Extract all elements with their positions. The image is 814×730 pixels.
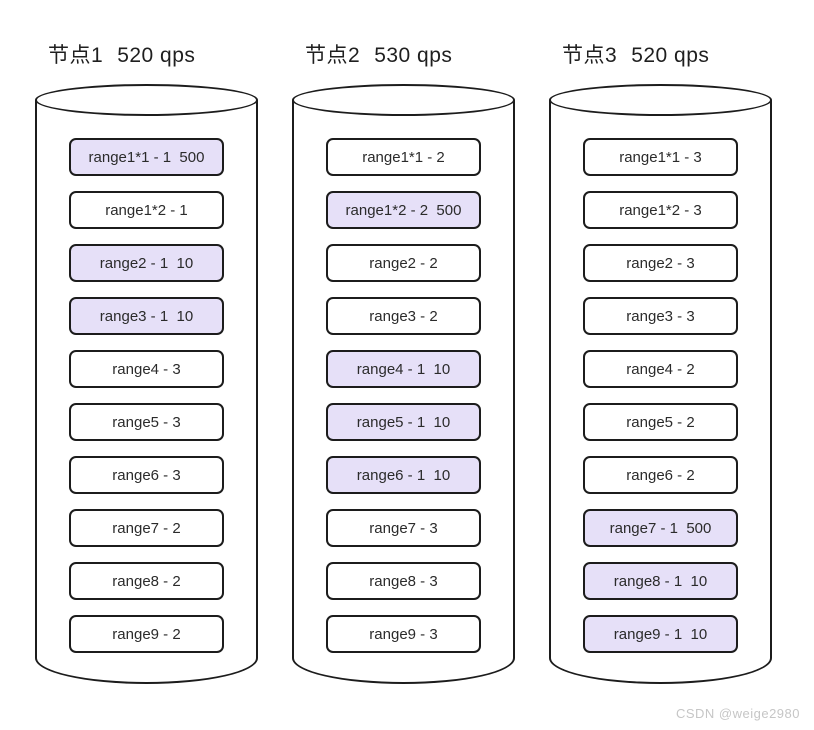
range-box: range1*1 - 1 500 bbox=[69, 138, 224, 176]
cylinder-top-ellipse bbox=[549, 84, 772, 116]
range-box: range9 - 2 bbox=[69, 615, 224, 653]
range-label: range3 - 2 bbox=[369, 307, 438, 325]
range-box: range2 - 1 10 bbox=[69, 244, 224, 282]
node-name: 节点3 bbox=[562, 44, 618, 67]
range-box: range1*2 - 3 bbox=[583, 191, 738, 229]
range-box: range3 - 2 bbox=[326, 297, 481, 335]
range-label: range4 - 3 bbox=[112, 360, 181, 378]
range-label: range4 - 2 bbox=[626, 360, 695, 378]
node-qps: 520 qps bbox=[117, 44, 196, 67]
range-label: range6 - 1 10 bbox=[356, 466, 451, 484]
range-box: range6 - 3 bbox=[69, 456, 224, 494]
range-box: range6 - 1 10 bbox=[326, 456, 481, 494]
range-list: range1*1 - 2 range1*2 - 2 500 range2 - 2… bbox=[294, 138, 513, 653]
range-label: range8 - 1 10 bbox=[613, 572, 708, 590]
node-cylinder: range1*1 - 2 range1*2 - 2 500 range2 - 2… bbox=[292, 84, 515, 684]
range-label: range9 - 2 bbox=[112, 625, 181, 643]
range-label: range5 - 3 bbox=[112, 413, 181, 431]
range-label: range8 - 2 bbox=[112, 572, 181, 590]
range-label: range2 - 1 10 bbox=[99, 254, 194, 272]
shard-node-3: 节点3 520 qps range1*1 - 3 range1*2 - 3 ra… bbox=[549, 43, 772, 684]
node-name: 节点2 bbox=[305, 44, 361, 67]
range-box: range4 - 3 bbox=[69, 350, 224, 388]
range-box: range1*1 - 3 bbox=[583, 138, 738, 176]
range-box: range6 - 2 bbox=[583, 456, 738, 494]
range-box: range5 - 3 bbox=[69, 403, 224, 441]
range-label: range4 - 1 10 bbox=[356, 360, 451, 378]
range-list: range1*1 - 1 500 range1*2 - 1 range2 - 1… bbox=[37, 138, 256, 653]
range-label: range7 - 2 bbox=[112, 519, 181, 537]
range-box: range7 - 2 bbox=[69, 509, 224, 547]
range-label: range1*1 - 2 bbox=[362, 148, 445, 166]
range-label: range6 - 2 bbox=[626, 466, 695, 484]
node-columns: 节点1 520 qps range1*1 - 1 500 range1*2 - … bbox=[35, 43, 772, 684]
range-box: range1*1 - 2 bbox=[326, 138, 481, 176]
range-box: range9 - 3 bbox=[326, 615, 481, 653]
range-box: range1*2 - 2 500 bbox=[326, 191, 481, 229]
range-box: range8 - 1 10 bbox=[583, 562, 738, 600]
range-box: range7 - 3 bbox=[326, 509, 481, 547]
range-label: range1*1 - 1 500 bbox=[88, 148, 205, 166]
range-box: range5 - 2 bbox=[583, 403, 738, 441]
range-box: range7 - 1 500 bbox=[583, 509, 738, 547]
range-label: range8 - 3 bbox=[369, 572, 438, 590]
range-label: range2 - 2 bbox=[369, 254, 438, 272]
range-box: range3 - 1 10 bbox=[69, 297, 224, 335]
range-box: range4 - 2 bbox=[583, 350, 738, 388]
range-label: range5 - 1 10 bbox=[356, 413, 451, 431]
range-list: range1*1 - 3 range1*2 - 3 range2 - 3 ran… bbox=[551, 138, 770, 653]
shard-node-2: 节点2 530 qps range1*1 - 2 range1*2 - 2 50… bbox=[292, 43, 515, 684]
range-label: range1*1 - 3 bbox=[619, 148, 702, 166]
range-box: range5 - 1 10 bbox=[326, 403, 481, 441]
range-label: range3 - 1 10 bbox=[99, 307, 194, 325]
range-box: range8 - 2 bbox=[69, 562, 224, 600]
range-box: range2 - 2 bbox=[326, 244, 481, 282]
range-box: range8 - 3 bbox=[326, 562, 481, 600]
range-label: range1*2 - 1 bbox=[105, 201, 188, 219]
range-label: range5 - 2 bbox=[626, 413, 695, 431]
range-box: range9 - 1 10 bbox=[583, 615, 738, 653]
node-qps: 530 qps bbox=[374, 44, 453, 67]
node-title: 节点1 520 qps bbox=[35, 43, 195, 69]
range-label: range6 - 3 bbox=[112, 466, 181, 484]
range-label: range2 - 3 bbox=[626, 254, 695, 272]
range-box: range1*2 - 1 bbox=[69, 191, 224, 229]
range-label: range1*2 - 2 500 bbox=[345, 201, 462, 219]
cylinder-top-ellipse bbox=[292, 84, 515, 116]
range-label: range1*2 - 3 bbox=[619, 201, 702, 219]
range-label: range7 - 1 500 bbox=[609, 519, 712, 537]
node-name: 节点1 bbox=[48, 44, 104, 67]
range-label: range9 - 1 10 bbox=[613, 625, 708, 643]
node-qps: 520 qps bbox=[631, 44, 710, 67]
cylinder-top-ellipse bbox=[35, 84, 258, 116]
range-box: range3 - 3 bbox=[583, 297, 738, 335]
range-box: range4 - 1 10 bbox=[326, 350, 481, 388]
node-title: 节点2 530 qps bbox=[292, 43, 452, 69]
range-label: range3 - 3 bbox=[626, 307, 695, 325]
watermark: CSDN @weige2980 bbox=[675, 706, 800, 721]
node-title: 节点3 520 qps bbox=[549, 43, 709, 69]
range-label: range7 - 3 bbox=[369, 519, 438, 537]
range-label: range9 - 3 bbox=[369, 625, 438, 643]
shard-node-1: 节点1 520 qps range1*1 - 1 500 range1*2 - … bbox=[35, 43, 258, 684]
range-box: range2 - 3 bbox=[583, 244, 738, 282]
node-cylinder: range1*1 - 1 500 range1*2 - 1 range2 - 1… bbox=[35, 84, 258, 684]
node-cylinder: range1*1 - 3 range1*2 - 3 range2 - 3 ran… bbox=[549, 84, 772, 684]
